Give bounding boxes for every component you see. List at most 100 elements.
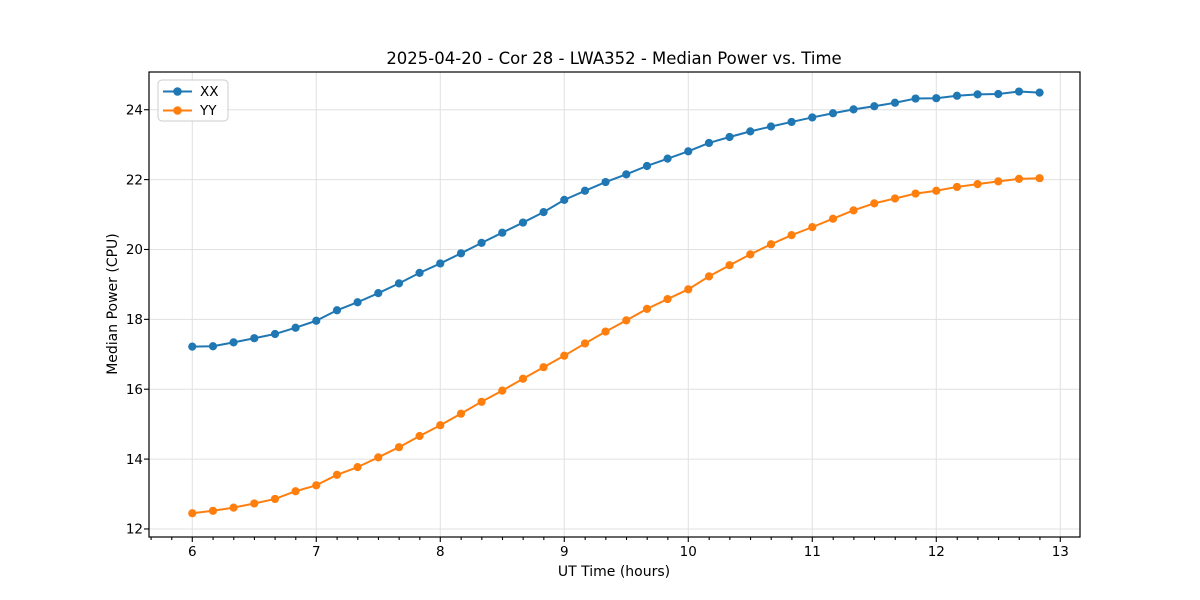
y-tick-label: 22	[126, 172, 143, 188]
data-point	[270, 494, 280, 504]
y-tick-label: 14	[126, 452, 143, 468]
tick-labels: 6 7 8 9 10 11 12 13 12 14 16 18 20 22 24	[126, 102, 1069, 560]
data-point	[870, 102, 879, 111]
series-markers-yy	[188, 174, 1044, 518]
series-markers-xx	[188, 87, 1044, 351]
data-point	[849, 105, 858, 114]
data-point	[994, 177, 1003, 186]
data-point	[704, 272, 714, 281]
data-point	[250, 499, 259, 508]
y-tick-label: 24	[126, 102, 143, 118]
y-tick-label: 18	[126, 312, 143, 328]
data-point	[353, 298, 362, 307]
data-point	[808, 223, 817, 232]
data-point	[518, 218, 528, 227]
data-point	[498, 228, 507, 237]
legend-marker	[173, 87, 182, 96]
data-point	[332, 470, 342, 479]
data-point	[332, 306, 342, 315]
data-point	[1014, 174, 1024, 183]
data-point	[312, 481, 321, 490]
data-point	[663, 154, 672, 163]
y-tick-label: 16	[126, 382, 143, 398]
legend: XX YY	[157, 79, 229, 122]
data-point	[539, 363, 548, 372]
data-point	[890, 194, 900, 203]
data-point	[477, 397, 486, 406]
data-point	[456, 249, 466, 258]
data-point	[911, 94, 920, 103]
grid	[149, 72, 1080, 537]
data-point	[208, 342, 218, 351]
series-line-yy	[192, 177, 1040, 515]
data-point	[415, 431, 424, 441]
y-tick-label: 20	[126, 242, 143, 258]
data-point	[312, 316, 321, 325]
x-tick-label: 7	[312, 544, 321, 560]
data-point	[456, 409, 466, 418]
legend-label: YY	[199, 103, 217, 119]
x-axis-label: UT Time (hours)	[558, 564, 670, 580]
data-point	[952, 182, 962, 192]
data-point	[374, 453, 383, 462]
data-point	[828, 109, 838, 118]
data-point	[787, 231, 796, 240]
legend-item-yy: YY	[163, 103, 217, 119]
data-point	[973, 90, 982, 99]
data-point	[828, 214, 838, 223]
ticks	[144, 109, 1061, 542]
data-point	[725, 132, 734, 142]
x-tick-label: 8	[436, 544, 445, 560]
data-point	[911, 189, 920, 198]
data-point	[518, 374, 528, 383]
data-point	[353, 463, 362, 472]
data-point	[208, 506, 218, 515]
data-point	[477, 238, 486, 247]
data-point	[291, 323, 300, 332]
legend-marker	[173, 106, 182, 115]
data-point	[539, 207, 548, 217]
data-point	[374, 289, 383, 298]
data-point	[684, 285, 693, 294]
data-point	[229, 338, 238, 347]
series-line-xx	[192, 90, 1040, 348]
x-tick-label: 9	[560, 544, 569, 560]
series-yy	[188, 174, 1044, 518]
data-point	[1014, 87, 1024, 96]
data-point	[436, 421, 445, 430]
data-point	[663, 294, 672, 304]
data-point	[787, 117, 796, 127]
data-point	[1035, 174, 1044, 183]
data-point	[994, 89, 1003, 99]
data-point	[560, 195, 569, 204]
axes-frame	[148, 71, 1081, 538]
data-point	[642, 304, 652, 313]
legend-label: XX	[200, 84, 219, 100]
x-tick-label: 13	[1052, 544, 1069, 560]
y-axis-label: Median Power (CPU)	[105, 233, 121, 375]
data-point	[746, 127, 755, 136]
data-point	[498, 386, 507, 395]
data-point	[601, 177, 610, 187]
data-point	[270, 329, 280, 339]
legend-item-xx: XX	[163, 84, 219, 100]
series-xx	[188, 87, 1044, 351]
data-point	[622, 316, 631, 325]
x-tick-label: 6	[188, 544, 197, 560]
data-point	[394, 443, 404, 452]
data-point	[601, 327, 610, 336]
data-point	[932, 94, 941, 103]
data-point	[642, 161, 652, 171]
x-tick-label: 11	[804, 544, 821, 560]
x-tick-label: 12	[928, 544, 945, 560]
data-point	[746, 250, 755, 259]
data-point	[973, 180, 982, 189]
x-tick-label: 10	[680, 544, 697, 560]
data-point	[291, 487, 300, 496]
data-point	[684, 147, 693, 156]
data-point	[229, 503, 238, 512]
data-point	[952, 91, 962, 100]
y-tick-label: 12	[126, 522, 143, 538]
data-point	[766, 122, 776, 131]
